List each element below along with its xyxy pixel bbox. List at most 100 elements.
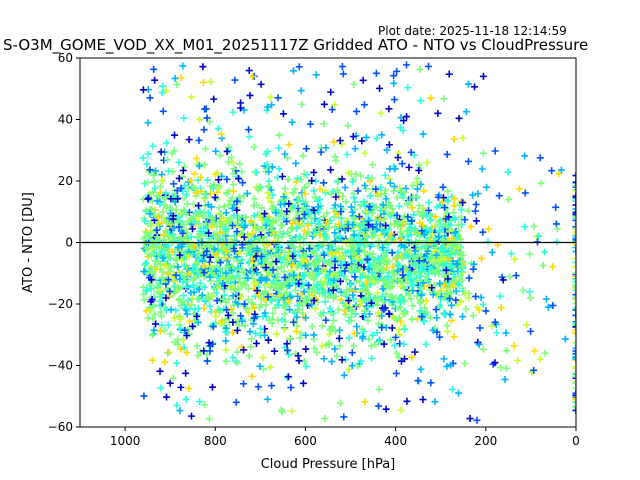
data-point [379, 244, 387, 252]
data-point [327, 260, 335, 268]
data-point [473, 303, 481, 311]
data-point [502, 329, 510, 337]
data-point [408, 302, 416, 310]
data-point [488, 248, 496, 256]
x-tick-label: 400 [384, 434, 407, 448]
data-point [572, 389, 576, 397]
data-point [179, 220, 187, 228]
data-point [264, 164, 272, 172]
data-point [419, 396, 427, 404]
data-point [401, 355, 409, 363]
data-point [394, 220, 402, 228]
data-point [381, 252, 389, 260]
data-point [326, 217, 334, 225]
data-point [157, 297, 165, 305]
data-point [235, 249, 243, 257]
data-point [426, 314, 434, 322]
data-point [193, 233, 201, 241]
data-point [512, 272, 520, 280]
data-point [408, 315, 416, 323]
data-point [182, 395, 190, 403]
data-point [396, 228, 404, 236]
data-point [432, 222, 440, 230]
data-point [170, 282, 178, 290]
data-point [548, 167, 556, 175]
data-point [157, 287, 165, 295]
data-point [413, 277, 421, 285]
data-point [174, 244, 182, 252]
data-point [272, 275, 280, 283]
data-point [464, 157, 472, 165]
data-point [415, 257, 423, 265]
data-point [572, 355, 576, 363]
data-point [166, 287, 174, 295]
data-point [250, 143, 258, 151]
data-point [270, 230, 278, 238]
data-point [416, 283, 424, 291]
data-point [189, 276, 197, 284]
data-point [443, 291, 451, 299]
data-point [275, 165, 283, 173]
data-point [358, 137, 366, 145]
data-point [262, 150, 270, 158]
data-point [291, 247, 299, 255]
data-point [320, 230, 328, 238]
data-point [144, 119, 152, 127]
data-point [236, 160, 244, 168]
data-point [327, 88, 335, 96]
data-point [177, 184, 185, 192]
data-point [297, 175, 305, 183]
x-tick-label: 0 [572, 434, 580, 448]
data-point [448, 386, 456, 394]
data-point [280, 268, 288, 276]
data-point [379, 266, 387, 274]
data-point [386, 179, 394, 187]
data-point [184, 218, 192, 226]
data-point [440, 95, 448, 103]
data-point [572, 192, 576, 200]
data-point [572, 214, 576, 222]
data-point [359, 219, 367, 227]
data-point [194, 271, 202, 279]
data-point [250, 212, 258, 220]
data-point [521, 189, 529, 197]
data-point [304, 221, 312, 229]
data-point [187, 289, 195, 297]
data-point [353, 107, 361, 115]
data-point [378, 224, 386, 232]
data-point [331, 153, 339, 161]
data-point [380, 215, 388, 223]
data-point [433, 267, 441, 275]
data-point [385, 105, 393, 113]
data-point [167, 195, 175, 203]
data-point [160, 261, 168, 269]
data-point [268, 101, 276, 109]
data-point [238, 265, 246, 273]
data-point [327, 309, 335, 317]
data-point [334, 186, 342, 194]
data-point [572, 278, 576, 286]
data-point [184, 234, 192, 242]
data-point [393, 349, 401, 357]
data-point [190, 284, 198, 292]
data-point [455, 114, 463, 122]
data-point [399, 296, 407, 304]
data-point [223, 147, 231, 155]
data-point [237, 312, 245, 320]
data-point [561, 335, 569, 343]
data-point [318, 322, 326, 330]
data-point [151, 76, 159, 84]
data-point [414, 377, 422, 385]
data-point [572, 330, 576, 338]
data-point [164, 242, 172, 250]
data-point [367, 299, 375, 307]
data-point [139, 86, 147, 94]
data-point [180, 274, 188, 282]
data-point [209, 340, 217, 348]
data-point [164, 276, 172, 284]
data-point [302, 362, 310, 370]
data-point [308, 300, 316, 308]
data-point [572, 258, 576, 266]
data-point [477, 294, 485, 302]
data-point [208, 383, 216, 391]
